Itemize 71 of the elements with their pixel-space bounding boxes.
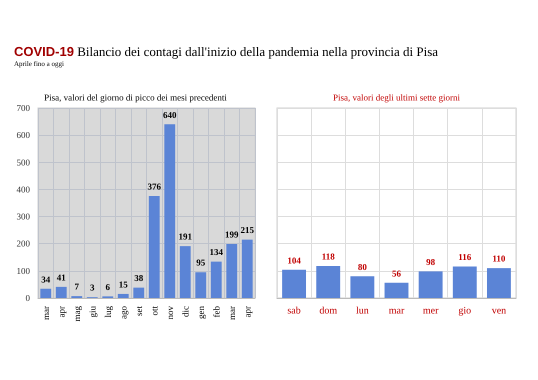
bar <box>210 262 222 298</box>
text: Pisa, valori del giorno di picco dei mesi precedenti <box>44 92 228 102</box>
bar <box>56 286 67 298</box>
x-tick-label: apr <box>56 306 66 318</box>
bar <box>118 294 129 298</box>
x-tick-label: sab <box>287 306 301 316</box>
data-label: 110 <box>492 254 506 264</box>
x-tick-label: mar <box>226 306 237 320</box>
x-tick-label: feb <box>211 306 222 318</box>
x-tick-label: dic <box>180 306 190 317</box>
bar <box>486 268 511 298</box>
bar <box>242 240 253 298</box>
x-tick-label: mar <box>388 306 405 316</box>
x-tick-label: ven <box>492 306 506 316</box>
y-tick-label: 500 <box>16 157 30 168</box>
bar <box>418 271 443 298</box>
x-tick-label: gen <box>196 306 206 319</box>
bar <box>282 270 306 298</box>
bar <box>316 266 340 298</box>
y-tick-label: 200 <box>16 238 30 249</box>
y-tick-label: 400 <box>16 184 30 194</box>
data-label: 215 <box>240 225 254 236</box>
data-label: 34 <box>41 274 51 284</box>
data-label: 38 <box>134 273 144 284</box>
data-label: 118 <box>322 251 336 262</box>
bar <box>226 244 238 298</box>
data-label: 640 <box>163 110 177 120</box>
x-tick-label: mag <box>72 306 82 322</box>
x-tick-label: dom <box>319 306 338 316</box>
x-tick-label: mar <box>40 306 51 320</box>
x-tick-label: mer <box>422 306 440 316</box>
data-label: 6 <box>106 282 110 292</box>
data-label: 98 <box>426 256 436 267</box>
data-label: 80 <box>358 262 368 272</box>
data-label: 3 <box>90 282 95 293</box>
y-tick-label: 300 <box>16 212 30 222</box>
bar <box>384 282 408 298</box>
x-tick-label: gio <box>458 306 472 316</box>
data-label: 56 <box>392 268 402 278</box>
bar <box>452 266 477 298</box>
bar <box>350 276 374 298</box>
chart-title: Pisa, valori degli ultimi sette giorni <box>333 92 460 102</box>
data-label: 95 <box>196 258 206 268</box>
x-tick-label: ott <box>149 306 160 316</box>
x-tick-label: apr <box>242 306 252 318</box>
x-tick-label: nov <box>164 306 175 320</box>
bar <box>195 272 206 298</box>
bar <box>180 246 191 298</box>
data-label: 376 <box>148 181 162 192</box>
x-tick-label: lug <box>102 306 113 318</box>
bar <box>133 288 144 298</box>
bar <box>40 288 52 298</box>
data-label: 15 <box>118 279 128 290</box>
data-label: 104 <box>287 255 302 266</box>
data-label: 41 <box>56 272 66 282</box>
chart-title: COVID-19 Bilancio dei contagi dall'inizio della pandemia nella provincia di Pisa <box>13 43 440 60</box>
y-tick-label: 700 <box>16 103 30 113</box>
data-label: 134 <box>210 247 224 258</box>
data-label: 7 <box>74 282 80 292</box>
x-tick-label: ago <box>118 306 128 319</box>
x-tick-label: lun <box>356 306 369 316</box>
y-tick-label: 600 <box>16 130 30 140</box>
bar <box>164 124 176 298</box>
data-label: 191 <box>178 232 192 242</box>
x-tick-label: giu <box>87 306 98 318</box>
data-label: 199 <box>225 229 239 240</box>
data-label: 116 <box>458 252 472 262</box>
y-tick-label: 0 <box>26 293 30 303</box>
bar <box>148 196 160 298</box>
x-tick-label: set <box>134 306 144 316</box>
y-tick-label: 100 <box>16 266 30 276</box>
